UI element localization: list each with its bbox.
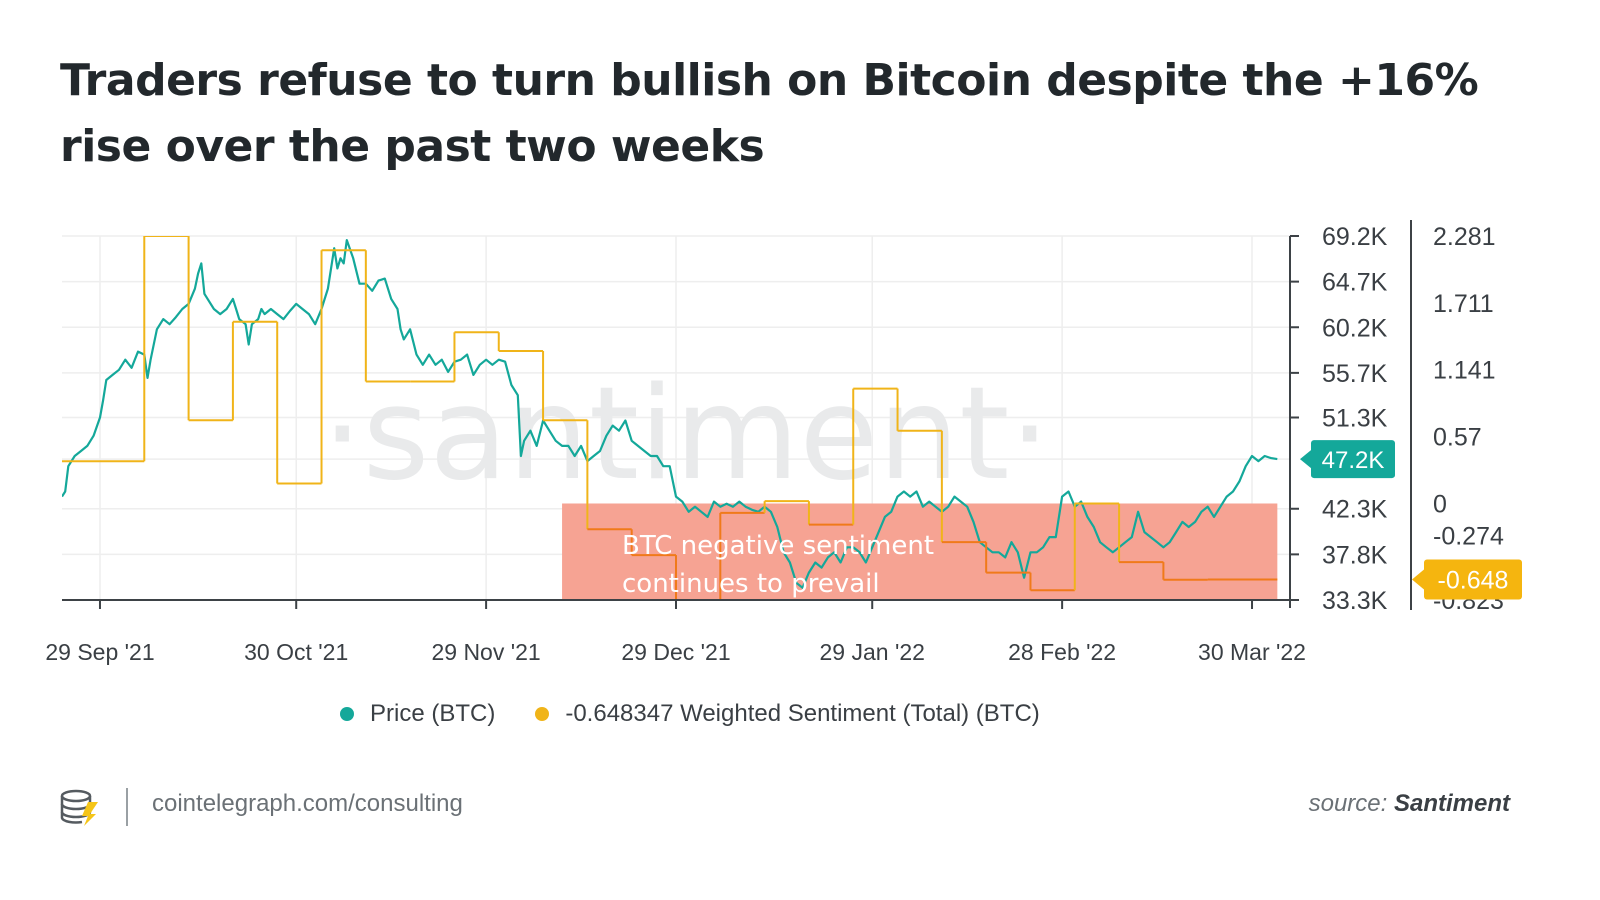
sentiment-tick-label: -0.274 bbox=[1433, 523, 1504, 551]
footer-source: source: Santiment bbox=[1309, 790, 1510, 818]
price-tick-label: 33.3K bbox=[1322, 587, 1388, 615]
sentiment-tick-label: 1.711 bbox=[1433, 290, 1494, 318]
price-tick-label: 64.7K bbox=[1322, 269, 1388, 297]
footer-divider bbox=[126, 788, 128, 826]
legend-dot-price bbox=[340, 707, 354, 721]
sentiment-tick-label: 1.141 bbox=[1433, 357, 1496, 385]
price-tick-label: 37.8K bbox=[1322, 541, 1388, 569]
source-name: Santiment bbox=[1393, 790, 1510, 817]
current-sentiment-tag bbox=[1424, 559, 1522, 600]
price-tick-label: 42.3K bbox=[1322, 496, 1388, 524]
negative-sentiment-band bbox=[562, 503, 1278, 600]
legend: Price (BTC) -0.648347 Weighted Sentiment… bbox=[340, 700, 1040, 728]
sentiment-tag-pointer bbox=[1412, 569, 1424, 590]
price-tick-label: 51.3K bbox=[1322, 404, 1388, 432]
watermark: ·santiment· bbox=[322, 360, 1050, 509]
x-tick-label: 29 Dec '21 bbox=[621, 639, 730, 665]
x-tick-label: 30 Oct '21 bbox=[244, 639, 348, 665]
footer-url[interactable]: cointelegraph.com/consulting bbox=[152, 790, 463, 817]
x-tick-label: 29 Jan '22 bbox=[820, 639, 925, 665]
price-tick-label: 69.2K bbox=[1322, 223, 1388, 251]
legend-item-sentiment[interactable]: -0.648347 Weighted Sentiment (Total) (BT… bbox=[535, 700, 1040, 728]
price-tag-pointer bbox=[1300, 450, 1311, 469]
chart-title: Traders refuse to turn bullish on Bitcoi… bbox=[60, 55, 1479, 172]
price-line[interactable] bbox=[62, 239, 1278, 589]
source-prefix: source: bbox=[1308, 790, 1388, 817]
sentiment-tick-label: 0.57 bbox=[1433, 424, 1482, 452]
current-price-label: 47.2K bbox=[1322, 447, 1385, 474]
legend-label-price: Price (BTC) bbox=[370, 700, 496, 727]
x-tick-label: 28 Feb '22 bbox=[1008, 639, 1116, 665]
annotation: BTC negative sentiment continues to prev… bbox=[622, 531, 934, 599]
current-price-tag bbox=[1311, 440, 1395, 479]
annotation-line-1: BTC negative sentiment bbox=[622, 531, 934, 561]
price-tick-label: 60.2K bbox=[1322, 314, 1388, 342]
legend-dot-sentiment bbox=[535, 707, 550, 721]
price-tick-label: 55.7K bbox=[1322, 360, 1388, 388]
sentiment-tick-label: 2.281 bbox=[1433, 223, 1496, 251]
x-tick-label: 29 Sep '21 bbox=[45, 639, 154, 665]
sentiment-tick-label: 0 bbox=[1433, 490, 1447, 518]
annotation-line-2: continues to prevail bbox=[622, 569, 880, 599]
legend-label-sentiment: -0.648347 Weighted Sentiment (Total) (BT… bbox=[565, 700, 1040, 727]
current-sentiment-label: -0.648 bbox=[1438, 566, 1509, 594]
x-tick-label: 29 Nov '21 bbox=[431, 639, 540, 665]
x-tick-label: 30 Mar '22 bbox=[1198, 639, 1306, 665]
cointelegraph-logo-icon bbox=[58, 788, 104, 832]
legend-item-price[interactable]: Price (BTC) bbox=[340, 700, 495, 728]
